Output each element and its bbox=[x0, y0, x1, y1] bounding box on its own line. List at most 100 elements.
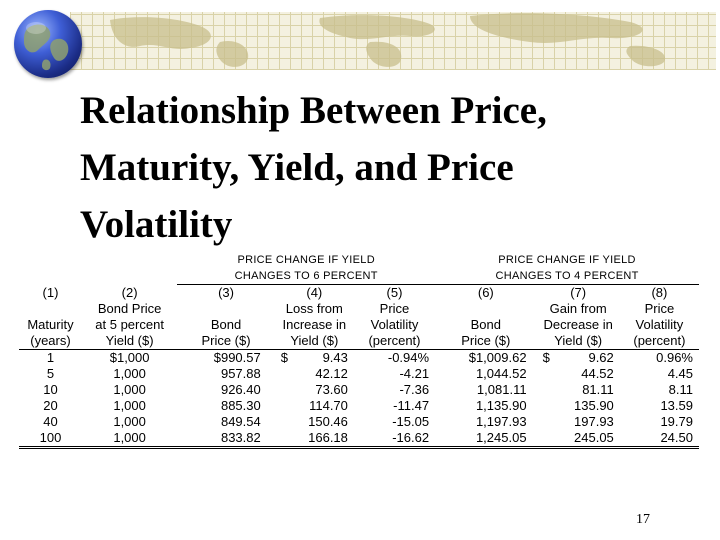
gain-value: 245.05 bbox=[574, 430, 614, 445]
bond-price-6-cell: 833.82 bbox=[177, 430, 275, 449]
column-number: (8) bbox=[651, 285, 668, 300]
column-header-row: (years) Yield ($) Price ($) Yield ($) (p… bbox=[19, 333, 699, 350]
column-header: Loss from bbox=[285, 301, 343, 316]
maturity-cell: 5 bbox=[46, 366, 55, 381]
group-header-6-line-1: PRICE CHANGE IF YIELD bbox=[237, 254, 375, 266]
column-header: (percent) bbox=[353, 333, 436, 350]
column-header: Volatility bbox=[370, 317, 419, 332]
column-header: Yield ($) bbox=[536, 333, 620, 350]
loss-cell: 114.70 bbox=[275, 398, 354, 414]
column-number-row: (1) (2) (3) (4) (5) (6) (7) (8) bbox=[19, 285, 699, 302]
volatility-4-cell: 0.96% bbox=[656, 350, 693, 365]
gain-cell: $9.62 bbox=[537, 350, 620, 367]
table-row: 40 1,000 849.54 150.46 -15.05 1,197.93 197.93 1… bbox=[19, 414, 699, 430]
gain-value: 81.11 bbox=[582, 382, 614, 397]
loss-cell: $9.43 bbox=[275, 350, 354, 367]
loss-value: 114.70 bbox=[309, 398, 348, 413]
volatility-4-cell: 24.50 bbox=[619, 430, 699, 449]
page-number: 17 bbox=[636, 512, 650, 527]
loss-value: 166.18 bbox=[308, 430, 348, 445]
column-header: Yield ($) bbox=[274, 333, 354, 350]
group-header-4-line-1: PRICE CHANGE IF YIELD bbox=[498, 254, 636, 266]
table-row: 5 1,000 957.88 42.12 -4.21 1,044.52 44.52 4.45 bbox=[19, 366, 699, 382]
maturity-cell: 40 bbox=[43, 414, 58, 429]
bond-price-5-cell: $1,000 bbox=[109, 350, 150, 365]
column-number: (7) bbox=[570, 285, 587, 300]
loss-cell: 42.12 bbox=[275, 366, 354, 382]
column-header: Maturity bbox=[27, 317, 74, 332]
volatility-6-cell: -0.94% bbox=[387, 350, 430, 365]
bond-price-4-cell: 1,135.90 bbox=[475, 398, 527, 413]
bond-price-5-cell: 1,000 bbox=[113, 382, 146, 397]
column-header: Bond bbox=[470, 317, 501, 332]
volatility-4-cell: 8.11 bbox=[668, 382, 693, 397]
title-line-3: Volatility bbox=[80, 203, 233, 246]
column-header-row: Maturity at 5 percent Bond Increase in V… bbox=[19, 317, 699, 333]
loss-cell: 166.18 bbox=[274, 430, 354, 449]
bond-price-6-cell: 849.54 bbox=[220, 414, 261, 429]
maturity-cell: 100 bbox=[19, 430, 82, 449]
bond-price-5-cell: 1,000 bbox=[113, 414, 146, 429]
currency-prefix: $ bbox=[542, 350, 550, 365]
gain-cell: 81.11 bbox=[537, 382, 620, 398]
bond-price-6-cell: 957.88 bbox=[220, 366, 261, 381]
group-header-6-percent: PRICE CHANGE IF YIELD CHANGES TO 6 PERCE… bbox=[177, 252, 436, 285]
gain-cell: 44.52 bbox=[537, 366, 620, 382]
volatility-4-cell: 13.59 bbox=[660, 398, 693, 413]
table-row: 20 1,000 885.30 114.70 -11.47 1,135.90 135.90 1… bbox=[19, 398, 699, 414]
bond-price-4-cell: $1,009.62 bbox=[468, 350, 527, 365]
column-header: Yield ($) bbox=[81, 333, 178, 350]
bond-price-4-cell: 1,245.05 bbox=[435, 430, 537, 449]
currency-prefix: $ bbox=[280, 350, 288, 365]
volatility-6-cell: -7.36 bbox=[399, 382, 430, 397]
column-header-row: Bond Price Loss from Price Gain from Pri… bbox=[19, 301, 699, 317]
volatility-4-cell: 4.45 bbox=[667, 366, 693, 381]
title-line-2: Maturity, Yield, and Price bbox=[80, 146, 514, 189]
group-header-4-line-2: CHANGES TO 4 PERCENT bbox=[495, 270, 639, 282]
loss-cell: 150.46 bbox=[275, 414, 354, 430]
bond-price-6-cell: 885.30 bbox=[220, 398, 261, 413]
column-header: Bond Price bbox=[97, 301, 162, 316]
bond-price-6-cell: $990.57 bbox=[213, 350, 261, 365]
group-header-row: PRICE CHANGE IF YIELD CHANGES TO 6 PERCE… bbox=[19, 252, 699, 285]
loss-cell: 73.60 bbox=[275, 382, 354, 398]
table-body: 1 $1,000 $990.57 $9.43 -0.94% $1,009.62 $9.62 0… bbox=[19, 350, 699, 449]
price-volatility-table: PRICE CHANGE IF YIELD CHANGES TO 6 PERCE… bbox=[19, 252, 699, 449]
group-header-4-percent: PRICE CHANGE IF YIELD CHANGES TO 4 PERCE… bbox=[435, 252, 699, 285]
column-header: Volatility bbox=[635, 317, 684, 332]
globe-icon bbox=[14, 10, 82, 78]
column-number: (3) bbox=[218, 285, 234, 300]
column-header: Price ($) bbox=[177, 333, 275, 350]
maturity-cell: 10 bbox=[43, 382, 58, 397]
table-row: 100 1,000 833.82 166.18 -16.62 1,245.05 245.05… bbox=[19, 430, 699, 449]
gain-cell: 245.05 bbox=[536, 430, 620, 449]
bond-price-4-cell: 1,081.11 bbox=[476, 382, 527, 397]
column-header: (years) bbox=[19, 333, 82, 350]
loss-value: 9.43 bbox=[322, 350, 348, 365]
gain-cell: 135.90 bbox=[537, 398, 620, 414]
loss-value: 42.12 bbox=[315, 366, 348, 381]
title-line-1: Relationship Between Price, bbox=[80, 89, 547, 132]
bond-price-5-cell: 1,000 bbox=[113, 366, 146, 381]
world-map-icon bbox=[110, 13, 666, 67]
column-header: Price ($) bbox=[435, 333, 537, 350]
column-header: Price bbox=[379, 301, 410, 316]
loss-value: 73.60 bbox=[315, 382, 348, 397]
gain-value: 44.52 bbox=[581, 366, 614, 381]
bond-price-6-cell: 926.40 bbox=[220, 382, 261, 397]
slide-title: Relationship Between Price, Maturity, Yi… bbox=[80, 82, 680, 253]
column-header: Gain from bbox=[549, 301, 607, 316]
loss-value: 150.46 bbox=[308, 414, 348, 429]
column-number: (1) bbox=[42, 284, 59, 300]
column-number: (6) bbox=[477, 285, 494, 300]
column-header: Decrease in bbox=[543, 317, 613, 332]
gain-value: 135.90 bbox=[574, 398, 614, 413]
column-number: (2) bbox=[121, 284, 138, 300]
volatility-6-cell: -15.05 bbox=[392, 414, 430, 429]
column-header: Bond bbox=[210, 317, 242, 332]
bond-price-4-cell: 1,044.52 bbox=[475, 366, 527, 381]
bond-price-4-cell: 1,197.93 bbox=[475, 414, 527, 429]
column-header: at 5 percent bbox=[95, 317, 164, 332]
column-number: (4) bbox=[306, 285, 323, 300]
table-row: 10 1,000 926.40 73.60 -7.36 1,081.11 81.11 8.11 bbox=[19, 382, 699, 398]
